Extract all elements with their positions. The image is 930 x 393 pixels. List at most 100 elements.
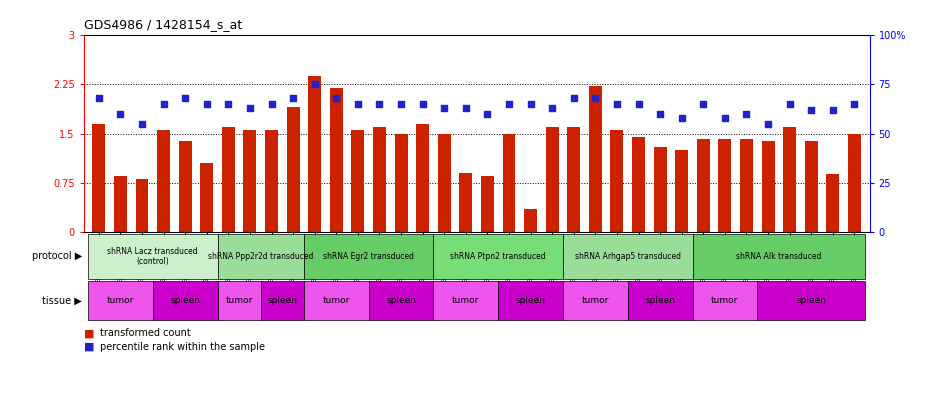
- Bar: [563, 234, 693, 279]
- Bar: [502, 134, 515, 232]
- Point: [135, 121, 150, 127]
- Bar: [433, 281, 498, 320]
- Point: [501, 101, 516, 107]
- Text: tumor: tumor: [107, 296, 134, 305]
- Point: [631, 101, 646, 107]
- Point: [674, 115, 689, 121]
- Point: [524, 101, 538, 107]
- Bar: [88, 281, 153, 320]
- Text: tumor: tumor: [711, 296, 738, 305]
- Bar: [610, 130, 623, 232]
- Point: [826, 107, 841, 113]
- Bar: [368, 281, 433, 320]
- Text: spleen: spleen: [645, 296, 675, 305]
- Point: [458, 105, 473, 111]
- Text: spleen: spleen: [515, 296, 546, 305]
- Point: [804, 107, 818, 113]
- Point: [156, 101, 171, 107]
- Bar: [92, 124, 105, 232]
- Bar: [352, 130, 365, 232]
- Bar: [718, 139, 731, 232]
- Text: ■: ■: [84, 342, 94, 352]
- Text: percentile rank within the sample: percentile rank within the sample: [100, 342, 265, 352]
- Bar: [308, 76, 321, 232]
- Text: shRNA Ppp2r2d transduced: shRNA Ppp2r2d transduced: [208, 252, 313, 261]
- Bar: [416, 124, 429, 232]
- Point: [286, 95, 300, 101]
- Text: shRNA Egr2 transduced: shRNA Egr2 transduced: [324, 252, 414, 261]
- Text: spleen: spleen: [386, 296, 416, 305]
- Text: GDS4986 / 1428154_s_at: GDS4986 / 1428154_s_at: [84, 18, 242, 31]
- Bar: [762, 141, 775, 232]
- Bar: [697, 139, 710, 232]
- Bar: [433, 234, 563, 279]
- Bar: [567, 127, 580, 232]
- Point: [545, 105, 560, 111]
- Point: [264, 101, 279, 107]
- Point: [199, 101, 214, 107]
- Text: shRNA Ptpn2 transduced: shRNA Ptpn2 transduced: [450, 252, 546, 261]
- Point: [480, 111, 495, 117]
- Bar: [654, 147, 667, 232]
- Bar: [218, 234, 304, 279]
- Point: [351, 101, 365, 107]
- Text: ■: ■: [84, 328, 94, 338]
- Point: [761, 121, 776, 127]
- Point: [782, 101, 797, 107]
- Point: [178, 95, 193, 101]
- Bar: [265, 130, 278, 232]
- Bar: [693, 234, 865, 279]
- Bar: [827, 174, 839, 232]
- Bar: [563, 281, 628, 320]
- Bar: [632, 137, 645, 232]
- Bar: [693, 281, 757, 320]
- Text: spleen: spleen: [267, 296, 298, 305]
- Bar: [113, 176, 126, 232]
- Text: tumor: tumor: [225, 296, 253, 305]
- Bar: [244, 130, 257, 232]
- Text: tumor: tumor: [323, 296, 350, 305]
- Text: transformed count: transformed count: [100, 328, 192, 338]
- Point: [696, 101, 711, 107]
- Bar: [757, 281, 865, 320]
- Point: [372, 101, 387, 107]
- Bar: [200, 163, 213, 232]
- Point: [717, 115, 732, 121]
- Bar: [740, 139, 753, 232]
- Bar: [438, 134, 451, 232]
- Point: [415, 101, 430, 107]
- Point: [566, 95, 581, 101]
- Text: spleen: spleen: [170, 296, 200, 305]
- Bar: [589, 86, 602, 232]
- Point: [113, 111, 127, 117]
- Bar: [481, 176, 494, 232]
- Point: [588, 95, 603, 101]
- Point: [739, 111, 754, 117]
- Bar: [498, 281, 563, 320]
- Bar: [286, 107, 299, 232]
- Point: [307, 81, 322, 88]
- Bar: [136, 180, 149, 232]
- Point: [329, 95, 344, 101]
- Point: [609, 101, 624, 107]
- Text: protocol ▶: protocol ▶: [32, 252, 82, 261]
- Point: [393, 101, 408, 107]
- Bar: [304, 281, 368, 320]
- Bar: [222, 127, 234, 232]
- Bar: [459, 173, 472, 232]
- Point: [91, 95, 106, 101]
- Point: [437, 105, 452, 111]
- Point: [847, 101, 862, 107]
- Point: [243, 105, 258, 111]
- Bar: [675, 150, 688, 232]
- Bar: [394, 134, 407, 232]
- Bar: [330, 88, 343, 232]
- Text: spleen: spleen: [796, 296, 826, 305]
- Text: tumor: tumor: [452, 296, 480, 305]
- Point: [221, 101, 236, 107]
- Text: shRNA Arhgap5 transduced: shRNA Arhgap5 transduced: [575, 252, 681, 261]
- Bar: [304, 234, 433, 279]
- Bar: [628, 281, 693, 320]
- Bar: [804, 141, 817, 232]
- Bar: [157, 130, 170, 232]
